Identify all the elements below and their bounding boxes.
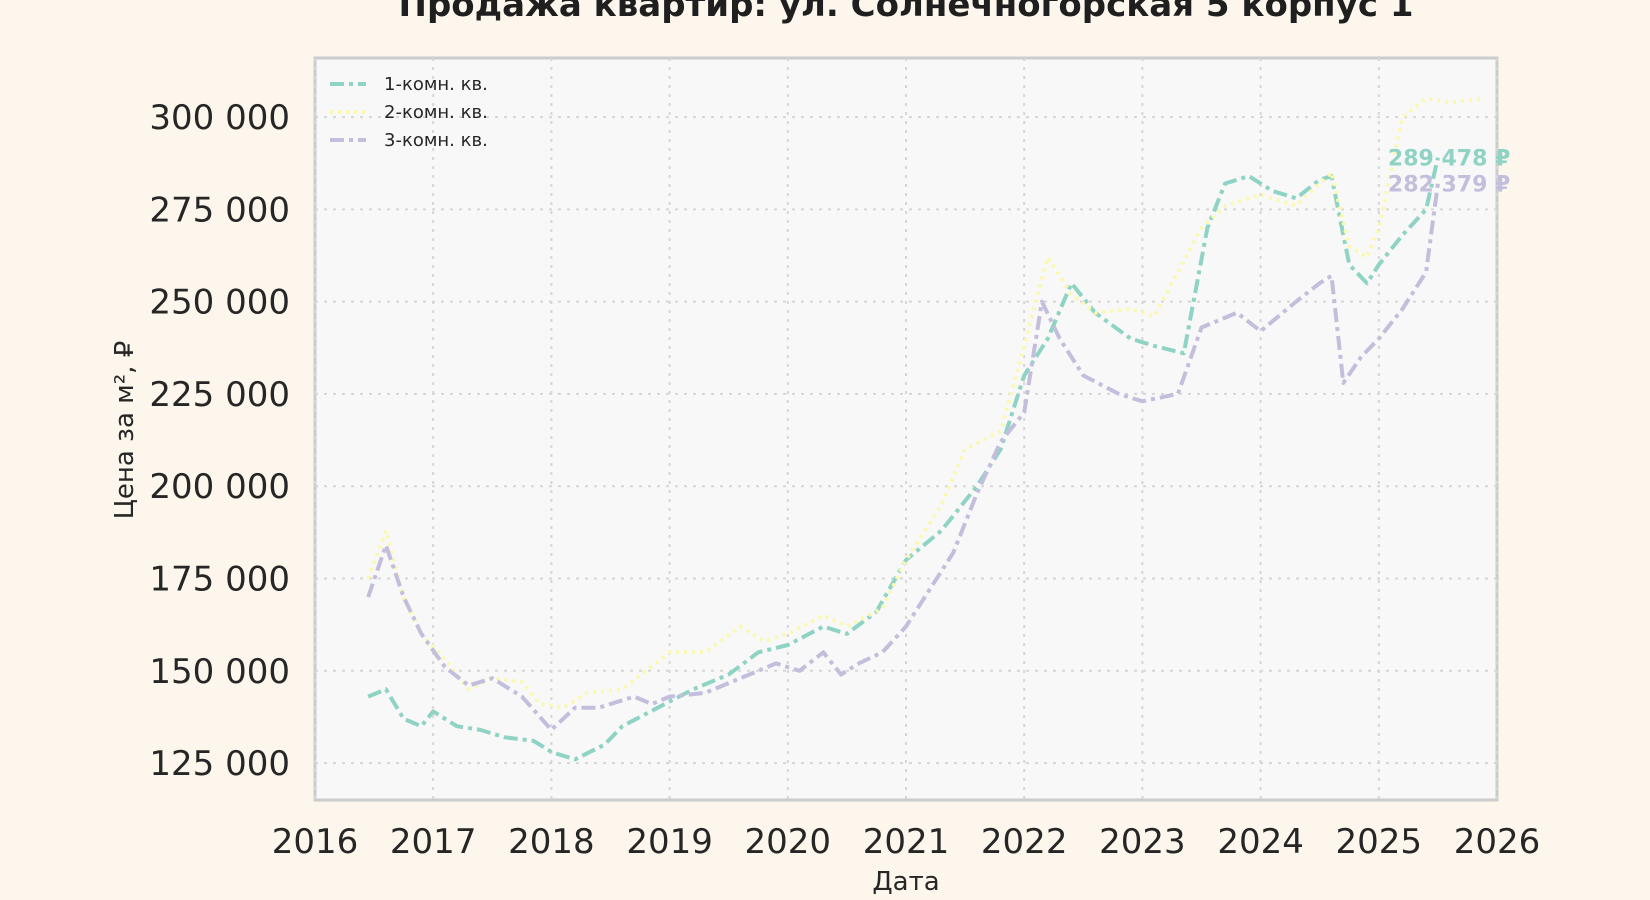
y-tick-label: 300 000 [149,98,290,138]
y-tick-label: 150 000 [149,652,290,692]
legend-label: 2-комн. кв. [384,102,488,123]
x-tick-label: 2016 [272,822,359,862]
legend-label: 3-комн. кв. [384,130,488,151]
y-tick-label: 125 000 [149,744,290,784]
end-labels: 289 478 ₽282 379 ₽ [1388,147,1510,198]
y-tick-label: 225 000 [149,375,290,415]
series-line-3 [366,183,1440,732]
x-tick-label: 2018 [508,822,595,862]
y-tick-label: 200 000 [149,467,290,507]
x-tick-label: 2020 [745,822,832,862]
end-value-label: 282 379 ₽ [1388,173,1510,198]
x-tick-label: 2025 [1336,822,1423,862]
x-tick-label: 2022 [981,822,1068,862]
y-axis-label: Цена за м², ₽ [110,341,140,520]
x-tick-label: 2023 [1099,822,1186,862]
chart-title: Продажа квартир: ул. Солнечногорская 5 к… [399,0,1414,25]
y-tick-labels: 125 000 150 000 175 000 200 000 225 000 250 0… [149,98,290,784]
y-tick-label: 250 000 [149,283,290,323]
y-tick-label: 175 000 [149,560,290,600]
x-tick-labels: 2016 2017 2018 2019 2020 2021 2022 2023 2024 2025… [272,822,1541,862]
x-tick-label: 2021 [863,822,950,862]
x-axis-label: Дата [872,867,939,897]
series-line-1 [367,157,1440,762]
x-tick-label: 2024 [1217,822,1304,862]
x-tick-label: 2017 [390,822,477,862]
y-tick-label: 275 000 [149,190,290,230]
grid-lines [314,58,1498,800]
legend: 1-комн. кв. 2-комн. кв. 3-комн. кв. [330,74,488,151]
x-tick-label: 2026 [1454,822,1541,862]
legend-label: 1-комн. кв. [384,74,488,95]
end-value-label: 289 478 ₽ [1388,147,1510,172]
series-layer [366,96,1486,762]
x-tick-label: 2019 [626,822,713,862]
